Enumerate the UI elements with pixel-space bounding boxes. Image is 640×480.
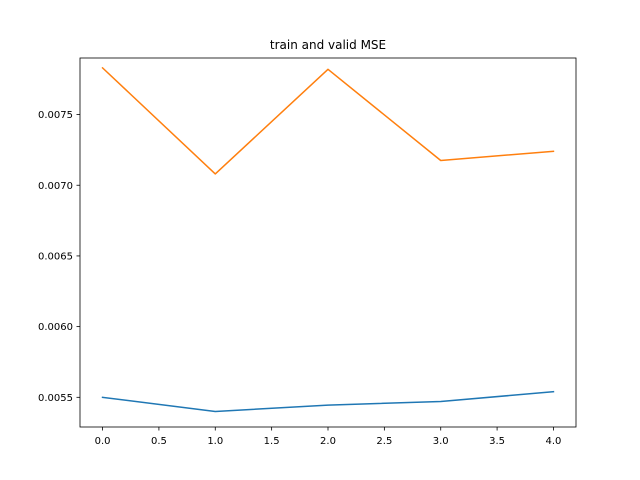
x-tick-label: 3.5 [489, 436, 505, 447]
series-layer [101, 66, 555, 413]
y-tick-label: 0.0075 [38, 110, 73, 121]
x-tick-label: 2.5 [376, 436, 392, 447]
x-tick-label: 4.0 [546, 436, 562, 447]
y-tick-label: 0.0060 [38, 322, 73, 333]
y-tick-label: 0.0070 [38, 181, 73, 192]
x-tick-label: 2.0 [320, 436, 336, 447]
axes-layer: 0.0 0.5 1.0 1.5 2.0 2.5 3.0 3.5 4.0 0.0055 0.0060 0… [38, 110, 561, 447]
x-tick-label: 1.5 [264, 436, 280, 447]
y-tick-label: 0.0055 [38, 393, 73, 404]
series-line-1 [101, 390, 555, 413]
chart-title: train and valid MSE [270, 38, 386, 52]
series-line-2 [101, 66, 555, 175]
x-tick-label: 3.0 [433, 436, 449, 447]
x-tick-label: 1.0 [207, 436, 223, 447]
x-tick-label: 0.5 [151, 436, 167, 447]
plot-frame [79, 57, 577, 428]
y-tick-label: 0.0065 [38, 252, 73, 263]
x-tick-label: 0.0 [95, 436, 111, 447]
